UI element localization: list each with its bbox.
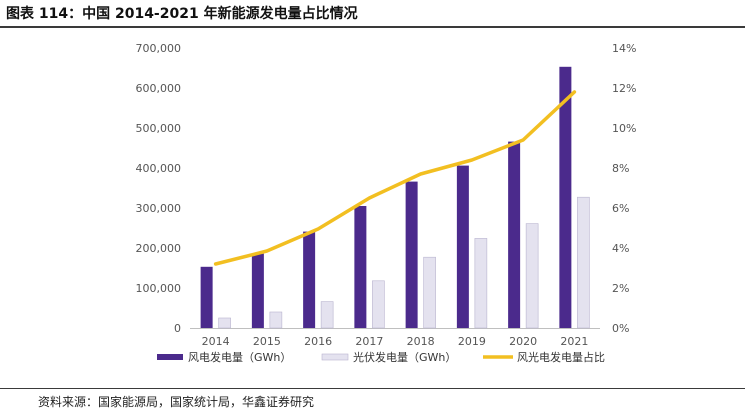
- x-tick-label: 2019: [458, 335, 486, 348]
- legend-swatch-solar: [321, 353, 349, 361]
- y-right-tick-label: 14%: [612, 42, 636, 55]
- footer-divider: [0, 388, 745, 389]
- y-left-tick-label: 700,000: [136, 42, 182, 55]
- bar-wind-power: [251, 253, 264, 328]
- legend-label-wind: 风电发电量（GWh）: [188, 350, 291, 364]
- bar-solar-power: [218, 317, 231, 329]
- y-right-tick-label: 4%: [612, 242, 629, 255]
- bar-wind-power: [354, 206, 367, 328]
- figure-title-bar: 图表 114：中国 2014-2021 年新能源发电量占比情况: [0, 0, 745, 28]
- x-tick-label: 2020: [509, 335, 537, 348]
- bar-solar-power: [269, 311, 283, 329]
- bar-wind-power: [405, 181, 418, 328]
- bar-solar-power: [474, 238, 488, 329]
- y-left-tick-label: 400,000: [136, 162, 182, 175]
- y-right-tick-label: 6%: [612, 202, 629, 215]
- y-right-tick-label: 10%: [612, 122, 636, 135]
- y-left-tick-label: 600,000: [136, 82, 182, 95]
- y-right-tick-label: 0%: [612, 322, 629, 335]
- y-left-tick-label: 200,000: [136, 242, 182, 255]
- y-left-tick-label: 100,000: [136, 282, 182, 295]
- chart-svg: 0 100,000 200,000 300,000 400,000 500,000 600,…: [136, 42, 637, 364]
- y-left-tick-label: 0: [174, 322, 181, 335]
- x-tick-label: 2017: [355, 335, 383, 348]
- y-left-tick-label: 500,000: [136, 122, 182, 135]
- chart-area: 0 100,000 200,000 300,000 400,000 500,000 600,…: [0, 28, 745, 380]
- x-tick-label: 2014: [202, 335, 230, 348]
- bar-solar-power: [320, 301, 334, 329]
- line-renewable-share: [213, 90, 577, 266]
- bar-solar-power: [372, 280, 385, 329]
- y-left-tick-label: 300,000: [136, 202, 182, 215]
- x-tick-label: 2015: [253, 335, 281, 348]
- source-note: 资料来源：国家能源局，国家统计局，华鑫证券研究: [38, 395, 315, 409]
- bar-wind-power: [200, 266, 213, 328]
- figure-title: 图表 114：中国 2014-2021 年新能源发电量占比情况: [6, 6, 358, 22]
- bar-solar-power: [577, 196, 590, 329]
- y-right-tick-label: 2%: [612, 282, 629, 295]
- bar-solar-power: [525, 223, 539, 329]
- y-right-tick-label: 12%: [612, 82, 636, 95]
- y-right-tick-label: 8%: [612, 162, 629, 175]
- x-tick-label: 2016: [304, 335, 332, 348]
- x-tick-label: 2018: [407, 335, 435, 348]
- bar-wind-power: [508, 141, 521, 328]
- x-tick-label: 2021: [560, 335, 588, 348]
- bar-wind-power: [303, 231, 316, 328]
- bar-solar-power: [423, 256, 436, 329]
- bar-wind-power: [456, 165, 469, 328]
- legend-label-solar: 光伏发电量（GWh）: [353, 350, 456, 364]
- legend-label-share: 风光电发电量占比: [517, 350, 605, 364]
- bar-wind-power: [559, 66, 572, 329]
- legend-swatch-wind: [157, 354, 183, 360]
